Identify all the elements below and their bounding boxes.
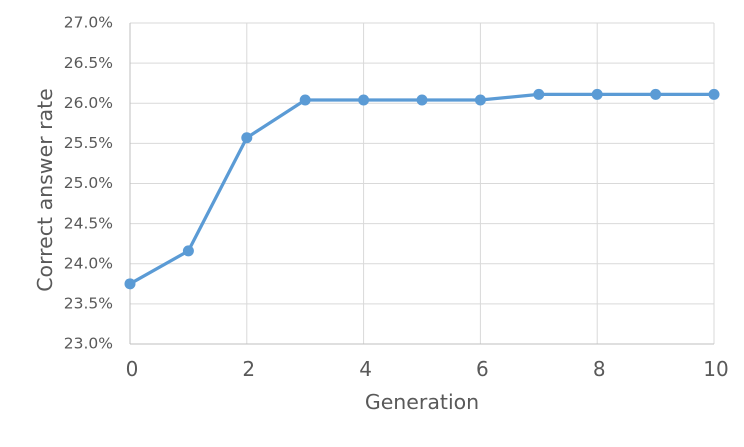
data-point [358, 94, 370, 106]
x-tick-label: 2 [242, 357, 255, 381]
y-tick-label: 27.0% [64, 14, 113, 32]
data-point [708, 88, 720, 100]
y-tick-label: 23.5% [64, 295, 113, 313]
data-point [591, 88, 603, 100]
x-tick-label: 6 [476, 357, 489, 381]
data-point [533, 88, 545, 100]
data-point [416, 94, 428, 106]
y-tick-label: 24.0% [64, 254, 113, 272]
x-axis-title: Generation [365, 390, 479, 414]
y-tick-label: 25.5% [64, 134, 113, 152]
data-point [474, 94, 486, 106]
y-axis-title: Correct answer rate [33, 88, 57, 292]
data-line [128, 92, 716, 286]
data-point [299, 94, 311, 106]
data-point [124, 278, 136, 290]
y-tick-label: 26.0% [64, 94, 113, 112]
data-point [241, 132, 253, 144]
data-point [650, 88, 662, 100]
y-tick-label: 26.5% [64, 54, 113, 72]
x-tick-label: 0 [126, 357, 139, 381]
y-tick-label: 23.0% [64, 335, 113, 353]
y-tick-label: 24.5% [64, 214, 113, 232]
y-tick-label: 25.0% [64, 174, 113, 192]
data-point [182, 245, 194, 257]
x-tick-label: 10 [703, 357, 728, 381]
x-tick-label: 8 [593, 357, 606, 381]
x-tick-label: 4 [359, 357, 372, 381]
